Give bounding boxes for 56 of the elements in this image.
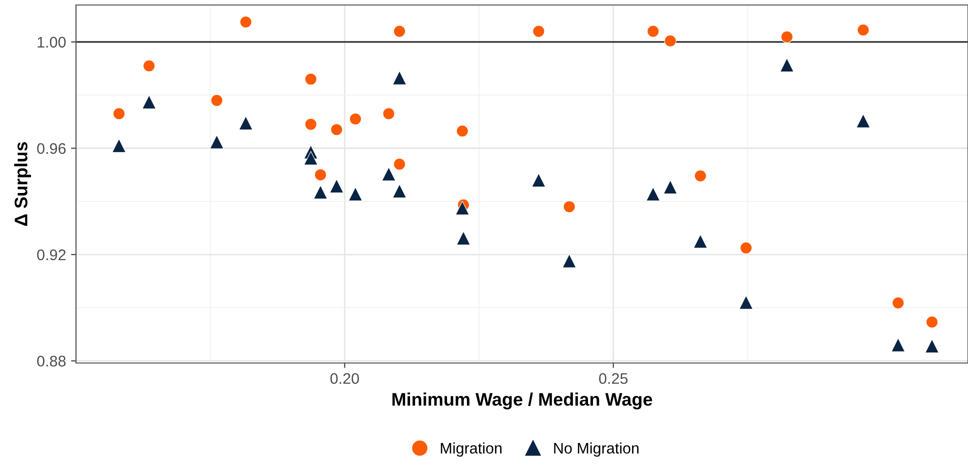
point — [856, 114, 870, 128]
point — [926, 316, 938, 328]
point — [142, 94, 156, 110]
point — [740, 242, 752, 254]
point — [892, 296, 904, 310]
x-axis-title: Minimum Wage / Median Wage — [392, 392, 652, 410]
point — [694, 170, 706, 182]
point — [646, 186, 660, 202]
point — [456, 231, 470, 246]
point — [238, 116, 253, 130]
legend-label: No Migration — [554, 442, 639, 457]
point — [349, 112, 362, 126]
point — [891, 338, 906, 352]
y-tick-label: 0.96 — [37, 143, 66, 154]
y-tick-label: 0.88 — [37, 356, 66, 367]
point — [563, 200, 576, 213]
y-tick-label: 1.00 — [38, 36, 66, 48]
legend-label: Migration — [440, 442, 502, 457]
point — [562, 254, 576, 268]
point — [392, 184, 407, 198]
point — [112, 108, 126, 120]
x-tick-label: 0.20 — [330, 373, 359, 384]
point — [142, 60, 156, 72]
point — [664, 34, 676, 47]
point — [313, 185, 328, 200]
point — [393, 158, 406, 170]
point — [330, 178, 344, 194]
point — [210, 134, 224, 149]
point — [314, 168, 327, 181]
point — [240, 16, 252, 28]
point — [647, 25, 660, 38]
point — [393, 25, 406, 38]
point — [112, 138, 126, 153]
point — [392, 70, 407, 85]
point — [382, 108, 395, 120]
point — [663, 180, 678, 194]
point — [739, 295, 754, 310]
y-axis-title: Δ Surplus — [14, 142, 31, 226]
point — [348, 186, 362, 202]
point — [455, 201, 470, 216]
point — [304, 151, 318, 166]
point — [780, 58, 794, 72]
point — [857, 24, 870, 36]
point — [532, 25, 545, 38]
point — [210, 94, 223, 107]
x-tick-label: 0.25 — [599, 373, 628, 384]
point — [330, 124, 343, 136]
point — [532, 173, 546, 188]
point — [304, 73, 317, 86]
point — [693, 234, 708, 248]
point — [456, 124, 468, 138]
point — [780, 30, 794, 43]
y-tick-label: 0.92 — [37, 249, 66, 260]
point — [924, 338, 940, 354]
point — [382, 166, 396, 182]
point — [304, 118, 317, 130]
